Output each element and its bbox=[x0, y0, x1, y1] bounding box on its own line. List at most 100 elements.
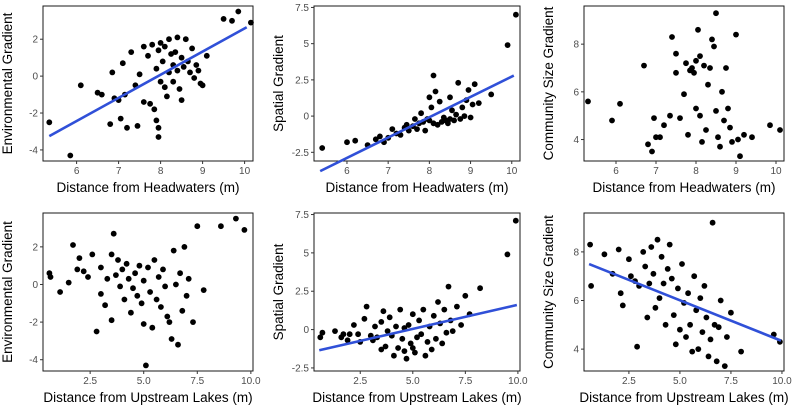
x-tick-label: 2.5 bbox=[353, 376, 367, 387]
data-point bbox=[248, 19, 254, 26]
data-point bbox=[626, 256, 632, 263]
data-point bbox=[512, 217, 519, 224]
data-point bbox=[695, 346, 702, 352]
data-point bbox=[615, 246, 622, 253]
data-point bbox=[430, 72, 437, 79]
panel-env-vs-lakes: 2.5 5.0 7.5 10.0 -4 -2 0 2 Distance from Upstrea… bbox=[0, 212, 261, 405]
data-point bbox=[658, 253, 665, 260]
data-point bbox=[645, 141, 651, 148]
data-point bbox=[737, 153, 743, 160]
data-point bbox=[662, 321, 669, 328]
data-point bbox=[123, 260, 130, 267]
plot-frame bbox=[583, 212, 785, 372]
data-point bbox=[725, 105, 731, 112]
data-point bbox=[382, 343, 389, 350]
y-tick-label: 5 bbox=[303, 248, 309, 259]
data-point bbox=[449, 107, 455, 114]
data-point bbox=[180, 64, 187, 70]
data-point bbox=[161, 84, 168, 91]
x-axis-label: Distance from Upstream Lakes (m) bbox=[312, 390, 521, 405]
data-point bbox=[98, 264, 104, 271]
data-point bbox=[669, 34, 675, 40]
x-axis-label: Distance from Upstream Lakes (m) bbox=[579, 390, 788, 405]
data-point bbox=[465, 87, 472, 93]
data-point bbox=[178, 54, 185, 61]
data-point bbox=[656, 295, 663, 301]
data-point bbox=[436, 98, 443, 105]
data-point bbox=[189, 45, 196, 52]
data-point bbox=[681, 91, 687, 98]
x-tick-label: 8 bbox=[427, 166, 433, 177]
y-axis-label: Spatial Gradient bbox=[271, 35, 286, 132]
data-point bbox=[195, 67, 202, 74]
data-point bbox=[98, 291, 104, 297]
y-tick-label: -2.5 bbox=[292, 363, 310, 374]
data-point bbox=[668, 275, 675, 282]
data-point bbox=[703, 314, 710, 321]
x-tick-label: 8 bbox=[158, 166, 164, 177]
data-point bbox=[424, 339, 431, 345]
data-point bbox=[724, 334, 730, 340]
data-point bbox=[108, 317, 115, 324]
data-point bbox=[717, 297, 724, 304]
data-point bbox=[218, 223, 224, 230]
data-point bbox=[617, 100, 623, 107]
data-point bbox=[654, 236, 661, 243]
data-point bbox=[174, 34, 181, 41]
data-point bbox=[697, 112, 703, 119]
data-point bbox=[777, 127, 783, 133]
data-point bbox=[695, 26, 701, 33]
data-point bbox=[155, 274, 162, 280]
data-point bbox=[767, 122, 773, 129]
y-tick-label: -2 bbox=[29, 109, 38, 120]
data-point bbox=[405, 322, 412, 328]
plot-frame bbox=[42, 212, 254, 372]
data-point bbox=[651, 115, 657, 121]
data-point bbox=[673, 69, 679, 76]
data-point bbox=[461, 113, 468, 119]
data-point bbox=[641, 62, 647, 69]
y-tick-label: -4 bbox=[29, 355, 38, 366]
x-tick-label: 7.5 bbox=[724, 376, 738, 387]
data-point bbox=[155, 134, 162, 140]
data-point bbox=[414, 334, 420, 341]
x-tick-label: 9 bbox=[200, 166, 206, 177]
y-tick-label: 2 bbox=[32, 242, 38, 253]
data-point bbox=[229, 17, 235, 24]
data-point bbox=[153, 65, 160, 72]
data-point bbox=[513, 11, 519, 18]
data-point bbox=[673, 50, 679, 57]
data-point bbox=[666, 241, 673, 248]
plot-frame bbox=[313, 212, 521, 372]
data-point bbox=[693, 57, 699, 64]
y-tick-label: 0 bbox=[303, 325, 309, 336]
data-point bbox=[642, 263, 649, 270]
data-point bbox=[115, 257, 121, 263]
data-point bbox=[434, 121, 441, 128]
data-point bbox=[108, 251, 115, 258]
data-point bbox=[200, 287, 207, 293]
data-point bbox=[332, 328, 338, 334]
data-point bbox=[677, 115, 683, 121]
data-point bbox=[721, 363, 728, 369]
data-point bbox=[130, 285, 136, 292]
data-point bbox=[164, 313, 171, 320]
data-point bbox=[414, 126, 420, 132]
data-point bbox=[715, 134, 721, 141]
data-point bbox=[172, 49, 179, 55]
data-point bbox=[194, 223, 201, 230]
y-tick-label: 5 bbox=[303, 39, 309, 50]
data-point bbox=[70, 242, 76, 248]
data-point bbox=[648, 244, 655, 250]
panel-community-vs-lakes: 2.5 5.0 7.5 10.0 4 6 8 Distance from Upstream L… bbox=[541, 212, 792, 405]
data-point bbox=[140, 321, 147, 327]
data-point bbox=[412, 116, 418, 122]
data-point bbox=[707, 336, 714, 343]
x-tick-label: 6 bbox=[74, 166, 80, 177]
y-tick-label: 4 bbox=[573, 135, 579, 146]
x-tick-label: 10 bbox=[239, 166, 251, 177]
data-point bbox=[153, 296, 160, 303]
data-point bbox=[233, 215, 239, 222]
data-point bbox=[451, 117, 457, 124]
